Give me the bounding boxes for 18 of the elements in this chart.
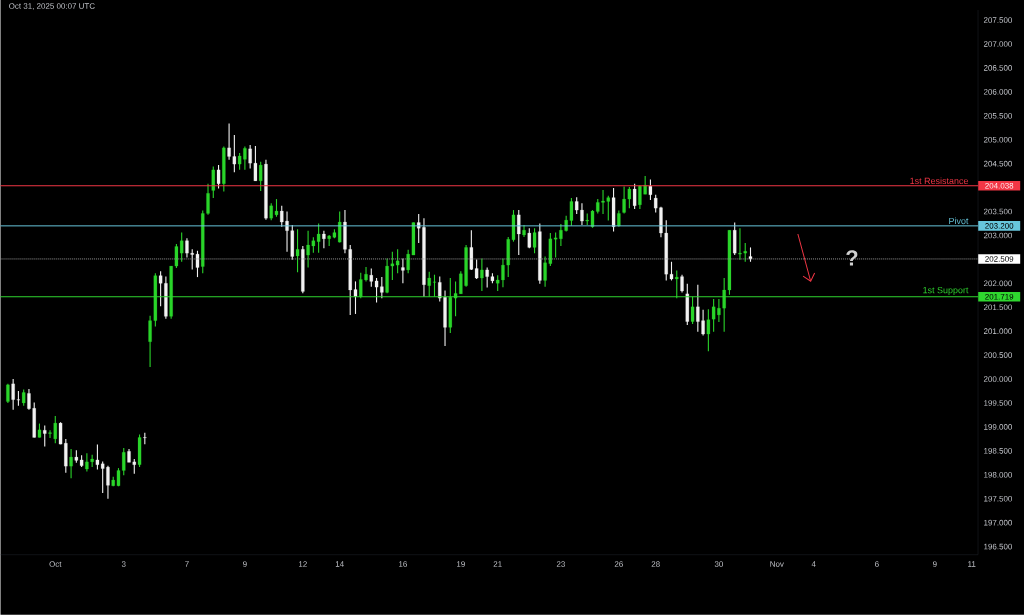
candlestick	[295, 228, 300, 274]
candlestick	[611, 187, 616, 233]
annotation: ?	[846, 250, 858, 266]
candlestick	[648, 179, 653, 201]
candlestick	[532, 227, 537, 254]
candlestick	[137, 434, 142, 468]
ref-line-label: 1st Support	[923, 287, 969, 296]
ref-line-label: 1st Resistance	[910, 177, 969, 185]
candlestick	[632, 183, 637, 210]
candlestick	[43, 425, 47, 448]
candlestick	[733, 222, 737, 256]
candlestick	[222, 146, 226, 193]
ref-line-label: Pivot	[949, 217, 969, 225]
candlestick	[211, 166, 215, 199]
candlestick	[685, 283, 689, 326]
candlestick	[527, 227, 531, 250]
candlestick	[216, 164, 221, 190]
candlestick	[259, 161, 263, 192]
